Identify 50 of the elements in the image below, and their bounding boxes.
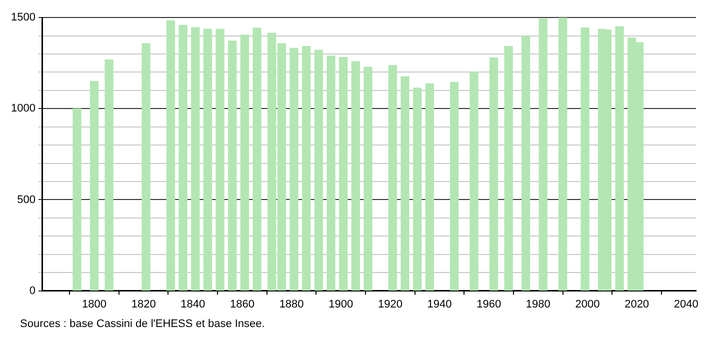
bar: [290, 48, 298, 291]
x-tick-label: 2040: [674, 298, 698, 310]
x-tick-label: 1900: [328, 298, 354, 310]
x-tick-label: 1840: [180, 298, 206, 310]
bar: [388, 64, 397, 291]
x-tick-label: 1860: [230, 298, 254, 310]
bar: [522, 36, 530, 291]
x-tick-label: 2020: [624, 298, 650, 310]
x-tick-label: 1800: [82, 298, 106, 310]
bar: [252, 28, 262, 291]
bar: [489, 57, 498, 291]
bar: [314, 50, 324, 291]
y-tick-label: 500: [17, 194, 36, 206]
bar: [400, 76, 410, 291]
bar: [203, 28, 212, 291]
source-note: Sources : base Cassini de l'EHESS et base Insee.: [20, 318, 266, 330]
bar: [326, 56, 336, 291]
x-tick-label: 1820: [131, 298, 156, 310]
bar: [166, 20, 176, 291]
bar: [538, 18, 548, 291]
x-tick-label: 1980: [526, 298, 550, 310]
x-tick-label: 1920: [378, 298, 402, 310]
bar: [351, 61, 360, 291]
bar: [450, 82, 459, 291]
bar: [364, 66, 372, 291]
bar: [412, 88, 422, 291]
bar: [142, 43, 150, 291]
bar: [615, 26, 624, 291]
bar: [425, 83, 434, 291]
y-tick-label: 0: [29, 284, 36, 297]
bar: [240, 34, 250, 291]
bar: [504, 46, 513, 291]
bar: [558, 18, 568, 291]
x-tick-label: 1960: [476, 298, 502, 310]
bar: [90, 81, 99, 291]
x-tick-label: 1880: [279, 298, 304, 310]
x-tick-label: 1940: [427, 298, 452, 310]
bar: [228, 40, 237, 291]
bar: [216, 28, 224, 291]
bar: [104, 60, 114, 291]
bar: [470, 72, 478, 291]
x-tick-label: 2000: [575, 298, 600, 310]
bar: [339, 56, 348, 291]
y-tick-label: 1000: [10, 102, 36, 115]
bar: [580, 27, 590, 291]
y-tick-label: 1500: [10, 12, 36, 24]
bar: [72, 108, 82, 291]
bar: [178, 24, 188, 291]
bar: [302, 46, 311, 291]
bar: [191, 27, 200, 291]
